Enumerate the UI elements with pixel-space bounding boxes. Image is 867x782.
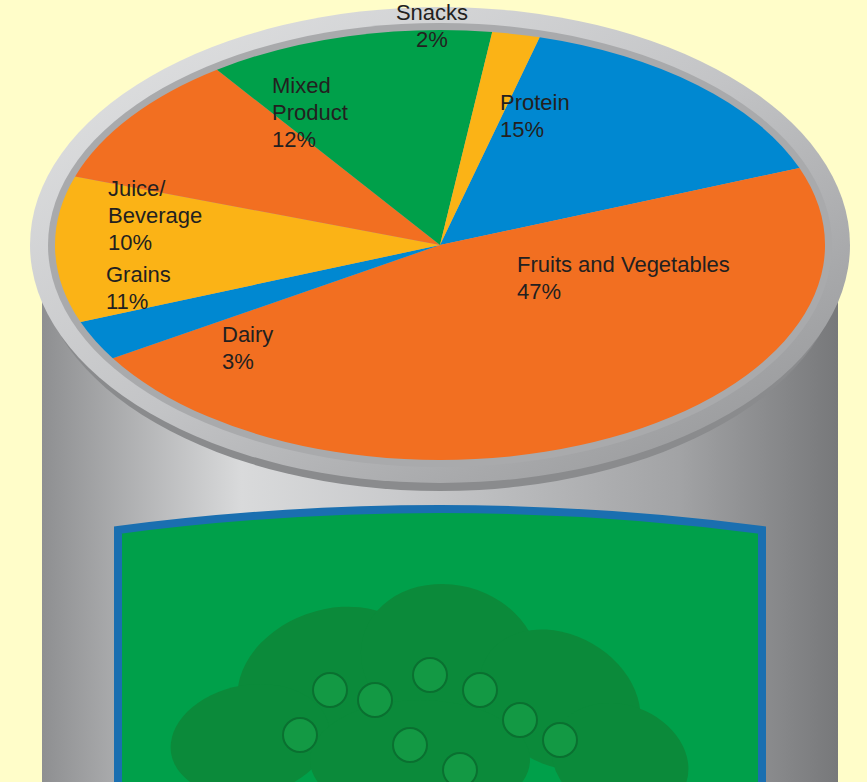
pea (543, 723, 577, 757)
slice-label: Grains (106, 262, 171, 287)
pea (413, 658, 447, 692)
label-line: Protein (500, 90, 570, 115)
slice-label: Juice/Beverage (108, 176, 202, 228)
pea (463, 673, 497, 707)
slice-label: Protein (500, 90, 570, 115)
slice-value: 11% (106, 289, 148, 314)
slice-value: 2% (416, 27, 448, 52)
label-line: Dairy (222, 322, 273, 347)
pea (393, 728, 427, 762)
slice-label: Snacks (396, 0, 468, 25)
label-line: Beverage (108, 203, 202, 228)
label-line: Mixed (272, 73, 331, 98)
slice-label: Fruits and Vegetables (517, 252, 730, 277)
chart-root: Protein15% Fruits and Vegetables47% Dairy3… (0, 0, 867, 782)
can-rim (30, 7, 850, 483)
pea-pod (535, 684, 704, 782)
slice-value: 12% (272, 127, 316, 152)
pea (503, 703, 537, 737)
slice-value: 15% (500, 117, 544, 142)
pea-pod (310, 700, 530, 782)
labels: Protein15% Fruits and Vegetables47% Dairy3… (106, 0, 730, 374)
slice-label: MixedProduct (272, 73, 348, 125)
pea (283, 718, 317, 752)
slice-value: 10% (108, 230, 152, 255)
label-line: Snacks (396, 0, 468, 25)
pea (358, 683, 392, 717)
slice-value: 47% (517, 279, 561, 304)
slice-label: Dairy (222, 322, 273, 347)
pie (55, 30, 825, 460)
label-line: Grains (106, 262, 171, 287)
label-line: Product (272, 100, 348, 125)
can-rim-inner (48, 23, 832, 467)
pea (443, 753, 477, 782)
label-line: Juice/ (108, 176, 166, 201)
slice-value: 3% (222, 349, 254, 374)
label-line: Fruits and Vegetables (517, 252, 730, 277)
pea (313, 673, 347, 707)
peas (162, 564, 705, 782)
